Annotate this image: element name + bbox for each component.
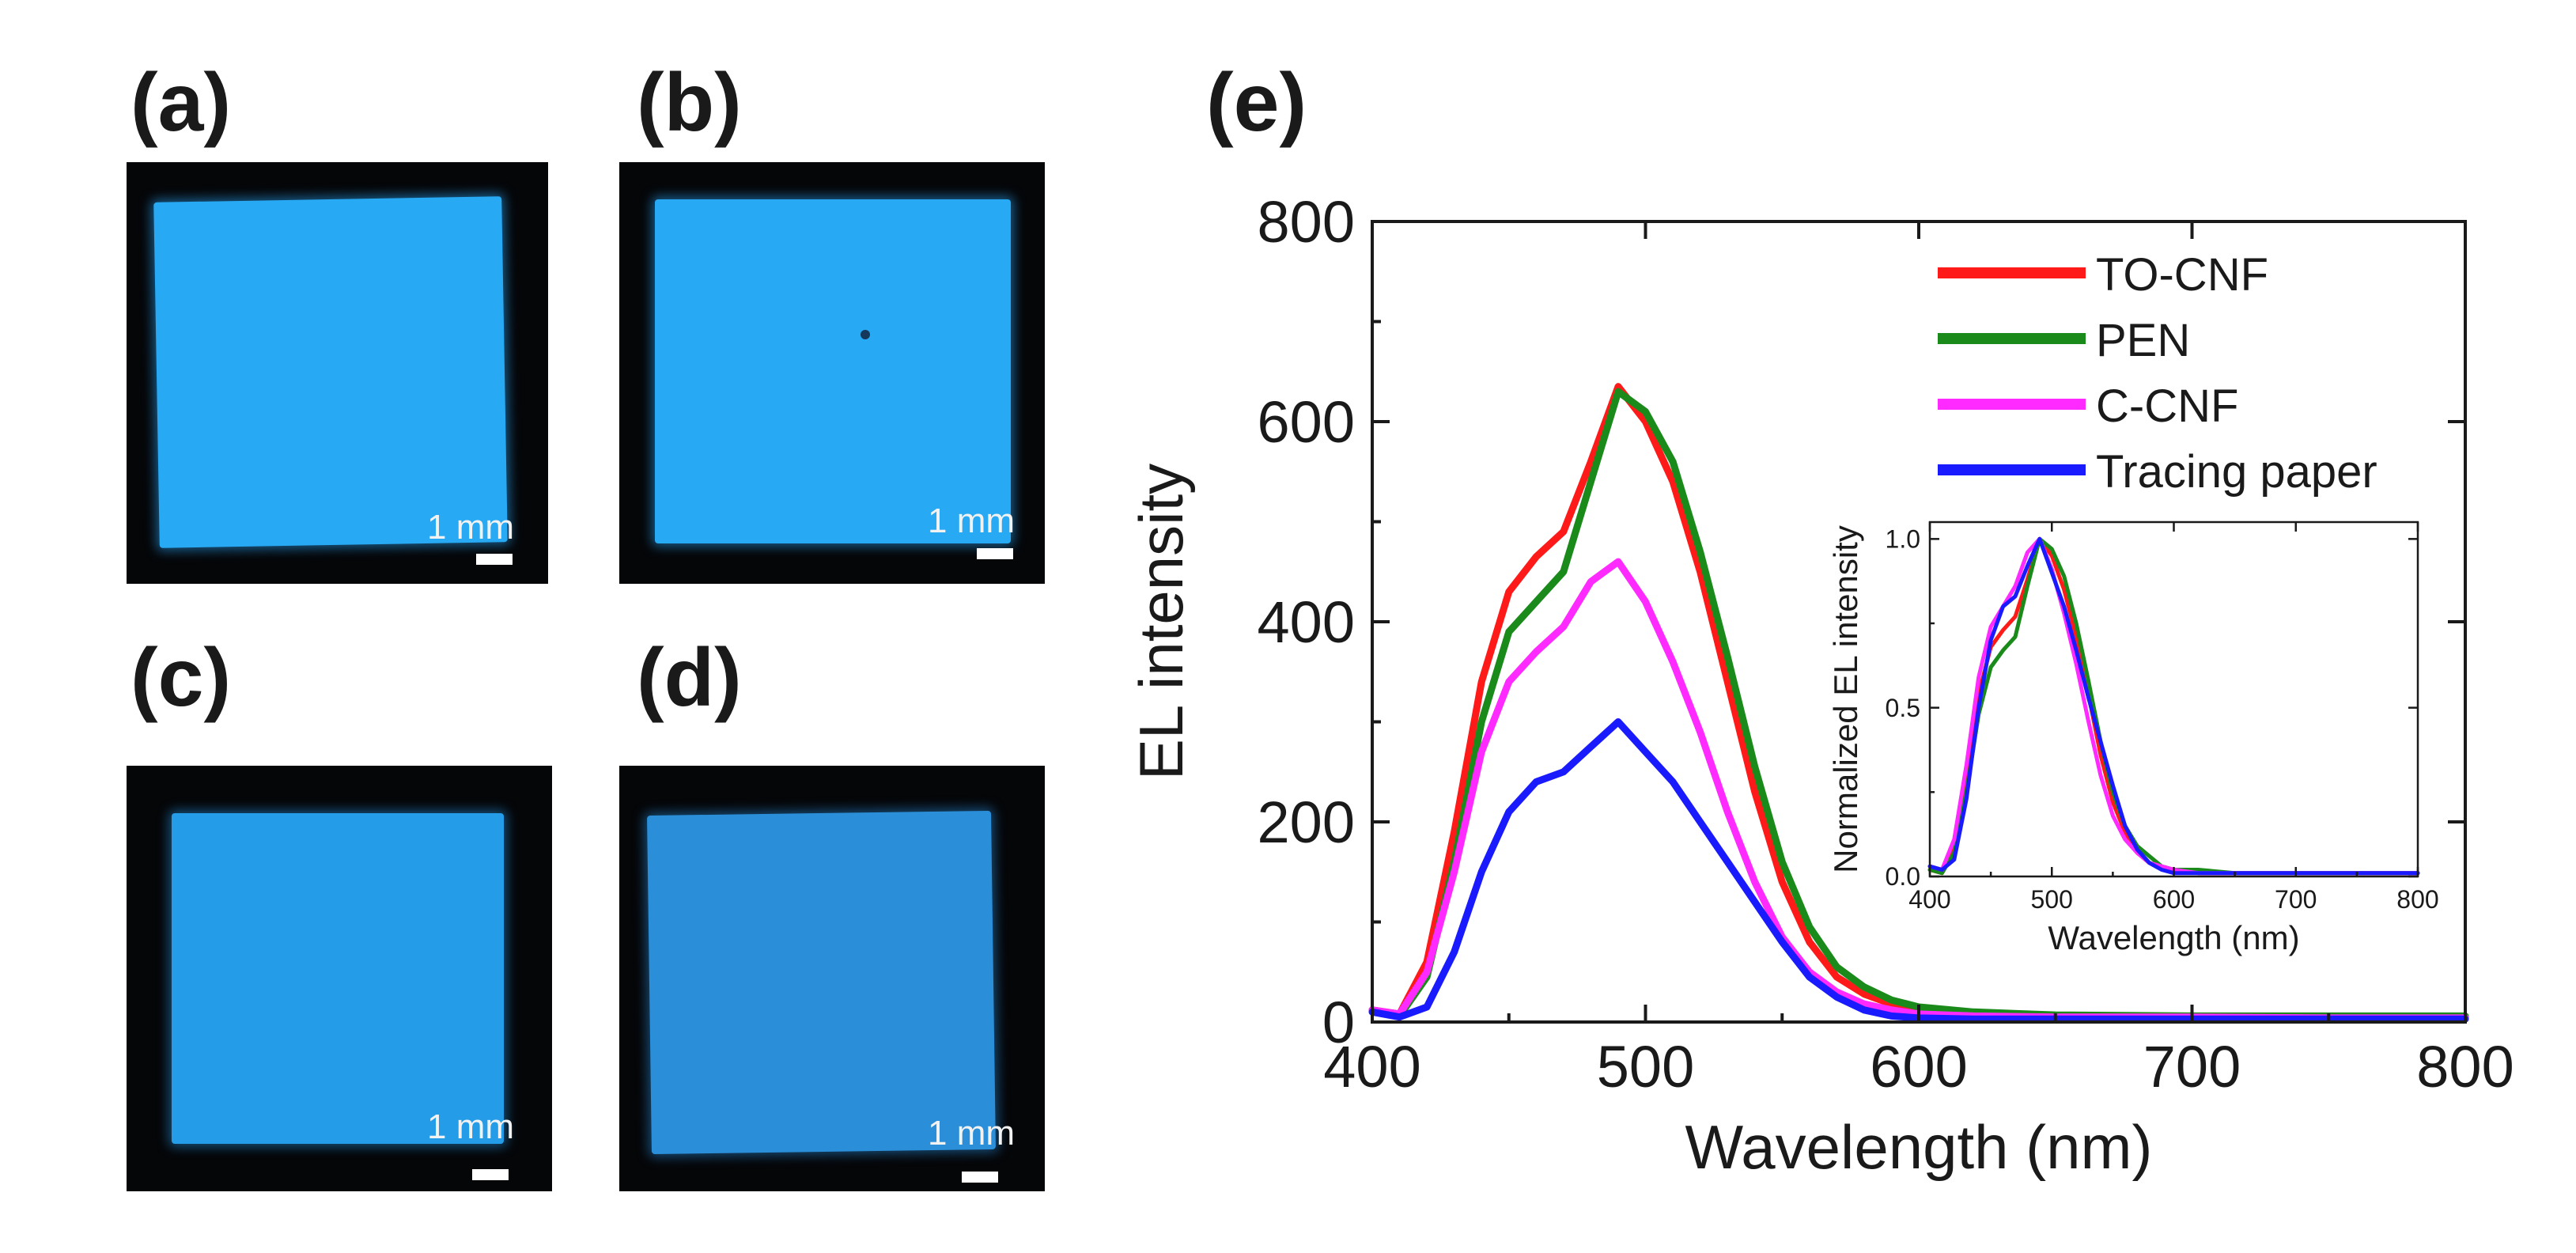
legend-label-to-cnf: TO-CNF (2096, 249, 2268, 301)
x-axis-label: Wavelength (nm) (1685, 1112, 2153, 1182)
y-tick-label: 0 (1322, 990, 1355, 1055)
x-tick-label: 400 (1323, 1034, 1420, 1100)
series-line-tracing-paper (1927, 536, 2420, 876)
scale-label-c: 1 mm (427, 1107, 514, 1146)
y-axis-label: Normalized EL intensity (1827, 525, 1864, 873)
legend: TO-CNF PEN C-CNF Tracing paper (1938, 249, 2377, 498)
y-tick-label: 600 (1258, 389, 1355, 455)
scale-bar-b (977, 548, 1013, 559)
series-line-pen (1368, 388, 2469, 1020)
photo-d: 1 mm (619, 766, 1045, 1191)
panel-label-b: (b) (637, 57, 742, 149)
x-tick-label: 500 (2031, 885, 2073, 914)
x-axis-label: Wavelength (nm) (2048, 919, 2299, 956)
y-tick-label: 0.5 (1886, 694, 1920, 722)
x-tick-label: 500 (1597, 1034, 1694, 1100)
scale-bar-c (472, 1169, 509, 1180)
x-tick-label: 400 (1908, 885, 1950, 914)
photo-c: 1 mm (127, 766, 552, 1191)
inset-background (1930, 518, 2420, 890)
photo-a: 1 mm (127, 162, 548, 584)
panel-label-e: (e) (1206, 57, 1307, 149)
scale-label-d: 1 mm (928, 1114, 1015, 1153)
y-axis-label: EL intensity (1126, 464, 1196, 780)
scale-label-b: 1 mm (928, 502, 1015, 540)
x-tick-label: 600 (1870, 1034, 1967, 1100)
inset-plot: 400 500 600 700 800 0.0 0.5 1.0 Wavelength (nm) N… (1827, 518, 2439, 956)
y-tick-label: 200 (1258, 789, 1355, 855)
scale-label-a: 1 mm (427, 508, 514, 547)
legend-label-pen: PEN (2096, 315, 2190, 366)
panel-label-a: (a) (131, 57, 232, 149)
y-tick-label: 400 (1258, 589, 1355, 655)
y-tick-label: 1.0 (1886, 525, 1920, 554)
scale-bar-d (962, 1172, 998, 1183)
x-tick-label: 700 (2275, 885, 2317, 914)
scale-bar-a (476, 554, 513, 565)
x-tick-label: 600 (2153, 885, 2195, 914)
panel-label-c: (c) (131, 632, 232, 724)
y-tick-label: 0.0 (1886, 862, 1920, 891)
y-tick-label: 800 (1258, 189, 1355, 255)
photo-b: 1 mm (619, 162, 1045, 584)
series-line-tracing-paper (1368, 718, 2469, 1023)
defect-spot-b (861, 330, 870, 339)
x-tick-label: 800 (2416, 1034, 2514, 1100)
main-plot: 400 500 600 700 800 0 200 400 600 800 Wavelength (… (1126, 189, 2514, 1182)
legend-label-tracing-paper: Tracing paper (2096, 446, 2377, 498)
emission-square-b (655, 199, 1011, 543)
x-tick-label: 700 (2143, 1034, 2241, 1100)
emission-square-c (172, 813, 504, 1144)
x-tick-label: 800 (2396, 885, 2438, 914)
panel-label-d: (d) (637, 632, 742, 724)
legend-label-c-cnf: C-CNF (2096, 380, 2238, 432)
